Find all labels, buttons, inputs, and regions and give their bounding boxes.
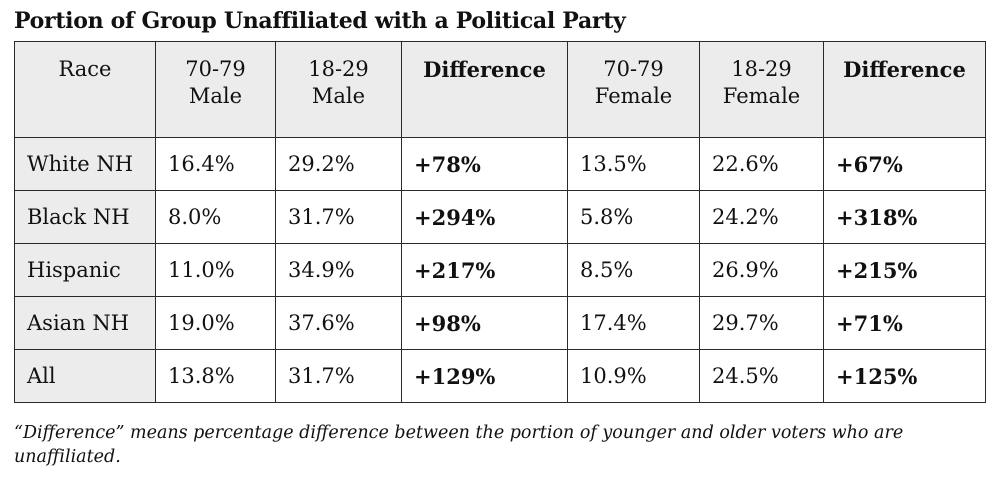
cell-male-70-79: 19.0% xyxy=(155,296,276,350)
cell-female-diff: +215% xyxy=(823,243,986,297)
footnote: “Difference” means percentage difference… xyxy=(14,423,904,467)
cell-male-18-29: 31.7% xyxy=(275,349,402,403)
column-header-male-diff: Difference xyxy=(401,41,568,138)
table-header-row: Race 70-79 Male 18-29 Male Difference 70-79 … xyxy=(14,41,986,138)
table-row: Asian NH 19.0% 37.6% +98% 17.4% 29.7% +71% xyxy=(14,296,986,350)
cell-race: White NH xyxy=(14,137,156,191)
column-header-female-diff: Difference xyxy=(823,41,986,138)
table-row: Hispanic 11.0% 34.9% +217% 8.5% 26.9% +215% xyxy=(14,243,986,297)
cell-female-70-79: 13.5% xyxy=(567,137,700,191)
cell-male-18-29: 34.9% xyxy=(275,243,402,297)
cell-female-diff: +125% xyxy=(823,349,986,403)
cell-female-18-29: 29.7% xyxy=(699,296,824,350)
cell-female-70-79: 10.9% xyxy=(567,349,700,403)
cell-male-diff: +217% xyxy=(401,243,568,297)
chart-title: Portion of Group Unaffiliated with a Pol… xyxy=(14,8,626,34)
cell-female-18-29: 24.5% xyxy=(699,349,824,403)
cell-male-18-29: 29.2% xyxy=(275,137,402,191)
cell-race: Black NH xyxy=(14,190,156,244)
table-row: All 13.8% 31.7% +129% 10.9% 24.5% +125% xyxy=(14,349,986,403)
cell-female-18-29: 24.2% xyxy=(699,190,824,244)
data-table: Race 70-79 Male 18-29 Male Difference 70-79 … xyxy=(14,41,986,403)
cell-female-diff: +67% xyxy=(823,137,986,191)
cell-male-diff: +78% xyxy=(401,137,568,191)
cell-female-diff: +71% xyxy=(823,296,986,350)
cell-race: Asian NH xyxy=(14,296,156,350)
column-header-male-70-79: 70-79 Male xyxy=(155,41,276,138)
cell-female-70-79: 5.8% xyxy=(567,190,700,244)
cell-male-diff: +98% xyxy=(401,296,568,350)
cell-male-18-29: 31.7% xyxy=(275,190,402,244)
cell-male-70-79: 13.8% xyxy=(155,349,276,403)
cell-male-18-29: 37.6% xyxy=(275,296,402,350)
table-body: White NH 16.4% 29.2% +78% 13.5% 22.6% +67% Blac… xyxy=(14,137,986,403)
cell-male-70-79: 11.0% xyxy=(155,243,276,297)
cell-female-diff: +318% xyxy=(823,190,986,244)
cell-race: Hispanic xyxy=(14,243,156,297)
column-header-female-70-79: 70-79 Female xyxy=(567,41,700,138)
column-header-male-18-29: 18-29 Male xyxy=(275,41,402,138)
column-header-race: Race xyxy=(14,41,156,138)
cell-female-18-29: 22.6% xyxy=(699,137,824,191)
cell-race: All xyxy=(14,349,156,403)
cell-male-70-79: 8.0% xyxy=(155,190,276,244)
table-row: White NH 16.4% 29.2% +78% 13.5% 22.6% +67% xyxy=(14,137,986,191)
cell-female-70-79: 8.5% xyxy=(567,243,700,297)
table-row: Black NH 8.0% 31.7% +294% 5.8% 24.2% +318% xyxy=(14,190,986,244)
cell-male-diff: +294% xyxy=(401,190,568,244)
column-header-female-18-29: 18-29 Female xyxy=(699,41,824,138)
cell-female-18-29: 26.9% xyxy=(699,243,824,297)
cell-male-diff: +129% xyxy=(401,349,568,403)
cell-male-70-79: 16.4% xyxy=(155,137,276,191)
cell-female-70-79: 17.4% xyxy=(567,296,700,350)
